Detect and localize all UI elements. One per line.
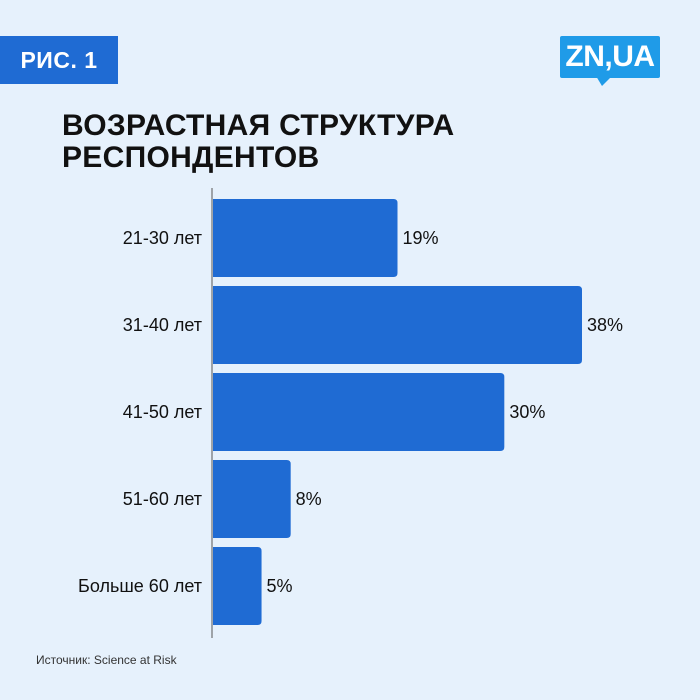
figure-label: РИС. 1 bbox=[0, 36, 118, 84]
value-label: 30% bbox=[509, 402, 545, 422]
value-label: 5% bbox=[267, 576, 293, 596]
value-label: 38% bbox=[587, 315, 623, 335]
bar-1 bbox=[213, 199, 398, 277]
value-label: 8% bbox=[296, 489, 322, 509]
value-label: 19% bbox=[403, 228, 439, 248]
zn-ua-logo: ZN,UA bbox=[560, 36, 660, 86]
category-label: Больше 60 лет bbox=[78, 576, 202, 596]
category-label: 41-50 лет bbox=[123, 402, 202, 422]
bar-4 bbox=[213, 460, 291, 538]
bar-3 bbox=[213, 373, 505, 451]
logo-speech-tail-icon bbox=[596, 76, 612, 86]
category-label: 21-30 лет bbox=[123, 228, 202, 248]
category-label: 51-60 лет bbox=[123, 489, 202, 509]
bar-5 bbox=[213, 547, 262, 625]
source-note: Источник: Science at Risk bbox=[36, 653, 177, 667]
logo-text: ZN,UA bbox=[560, 36, 660, 78]
chart-title: ВОЗРАСТНАЯ СТРУКТУРА РЕСПОНДЕНТОВ bbox=[62, 109, 455, 174]
bar-2 bbox=[213, 286, 582, 364]
category-label: 31-40 лет bbox=[123, 315, 202, 335]
